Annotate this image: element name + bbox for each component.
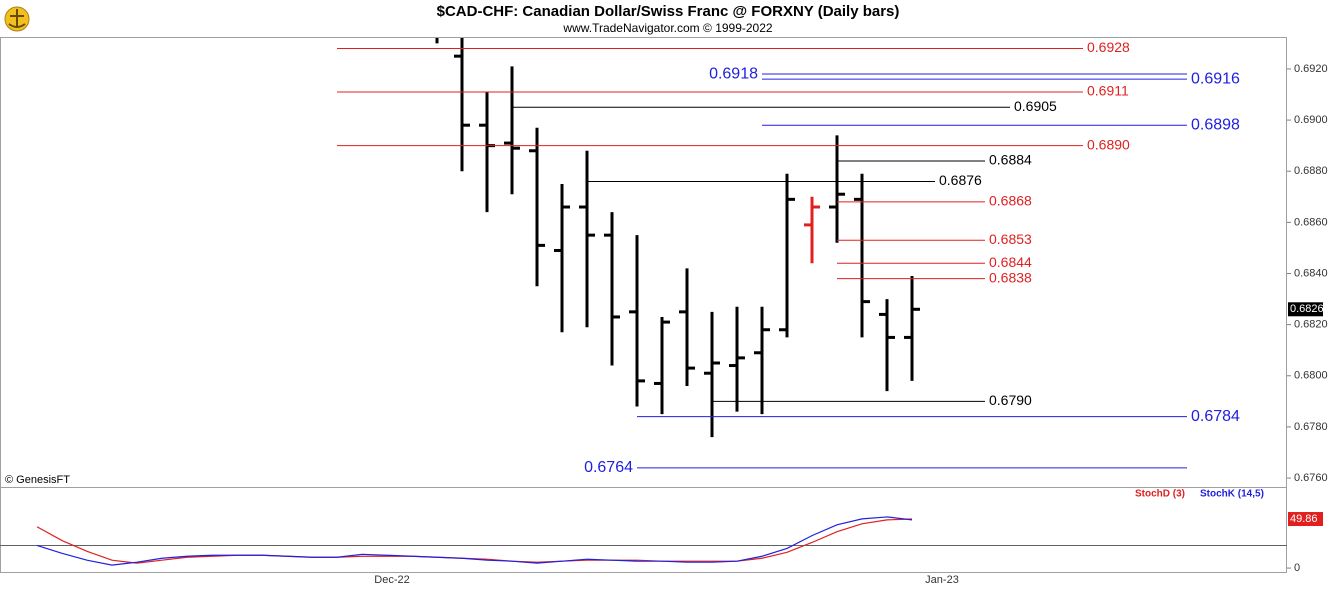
last-value-label: 49.86 <box>1290 513 1318 525</box>
last-price-box <box>1288 302 1323 317</box>
last-value-box <box>1288 512 1323 527</box>
y-tick-label: 0.6800 <box>1294 370 1328 382</box>
level-label: 0.6844 <box>989 254 1032 270</box>
level-label: 0.6790 <box>989 392 1032 408</box>
level-label: 0.6784 <box>1191 408 1240 425</box>
level-label: 0.6911 <box>1087 83 1129 99</box>
level-label: 0.6764 <box>584 459 633 476</box>
chart-subtitle: www.TradeNavigator.com © 1999-2022 <box>562 21 772 35</box>
level-label: 0.6928 <box>1087 39 1130 55</box>
chart-title: $CAD-CHF: Canadian Dollar/Swiss Franc @ … <box>437 3 900 20</box>
level-label: 0.6905 <box>1014 98 1057 114</box>
stoch-line <box>36 516 913 566</box>
last-price-label: 0.6826 <box>1290 303 1324 315</box>
stoch-panel <box>0 487 1287 573</box>
y-tick-label: 0 <box>1294 562 1300 574</box>
y-tick-label: 0.6840 <box>1294 267 1328 279</box>
level-label: 0.6838 <box>989 269 1032 285</box>
legend-entry: StochD (3) <box>1135 489 1185 500</box>
level-label: 0.6890 <box>1087 136 1130 152</box>
y-tick-label: 0.6900 <box>1294 114 1328 126</box>
legend-entry: StochK (14,5) <box>1200 489 1264 500</box>
level-label: 0.6884 <box>989 152 1032 168</box>
y-tick-label: 0.6880 <box>1294 165 1328 177</box>
y-tick-label: 0.6860 <box>1294 216 1328 228</box>
x-tick-label: Dec-22 <box>374 574 409 586</box>
level-label: 0.6898 <box>1191 116 1240 133</box>
level-label: 0.6918 <box>709 65 758 82</box>
y-tick-label: 0.6820 <box>1294 319 1328 331</box>
level-label: 0.6868 <box>989 193 1032 209</box>
logo <box>4 6 30 32</box>
credit: © GenesisFT <box>5 474 70 486</box>
x-tick-label: Jan-23 <box>925 574 959 586</box>
y-tick-label: 0.6760 <box>1294 472 1328 484</box>
level-label: 0.6916 <box>1191 70 1240 87</box>
level-label: 0.6853 <box>989 231 1032 247</box>
y-tick-label: 0.6780 <box>1294 421 1328 433</box>
y-tick-label: 0.6920 <box>1294 63 1328 75</box>
level-label: 0.6876 <box>939 172 982 188</box>
